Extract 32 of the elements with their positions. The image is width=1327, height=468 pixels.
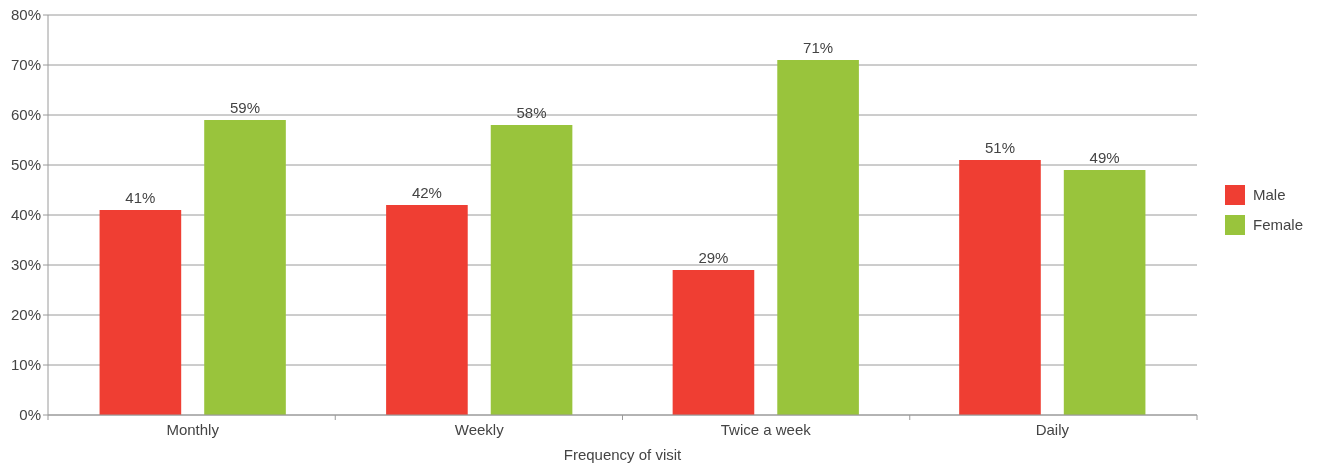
data-label: 49% xyxy=(1089,149,1120,166)
data-label: 51% xyxy=(984,139,1015,156)
data-label: 59% xyxy=(230,99,261,116)
y-tick-label: 20% xyxy=(10,306,41,324)
y-tick-label: 50% xyxy=(10,156,41,174)
x-axis-title: Frequency of visit xyxy=(563,446,683,463)
y-tick-label: 80% xyxy=(10,6,41,24)
data-label: 41% xyxy=(125,189,156,206)
y-tick-label: 30% xyxy=(10,256,41,274)
x-tick-label: Monthly xyxy=(166,421,220,438)
x-tick-label: Weekly xyxy=(454,421,505,438)
data-label: 29% xyxy=(698,249,729,266)
data-label: 42% xyxy=(411,184,442,201)
x-tick-label: Daily xyxy=(1035,421,1070,438)
bar xyxy=(1063,170,1146,415)
y-tick-label: 60% xyxy=(10,106,41,124)
bar xyxy=(959,160,1041,415)
x-tick-label: Twice a week xyxy=(720,421,812,438)
data-label: 71% xyxy=(803,39,834,56)
y-tick-label: 40% xyxy=(10,206,41,224)
legend-label: Male xyxy=(1253,186,1286,204)
bar xyxy=(777,60,859,415)
bar xyxy=(99,210,182,415)
bar xyxy=(204,120,286,415)
bar xyxy=(490,125,573,415)
y-tick-label: 70% xyxy=(10,56,41,74)
bar xyxy=(386,205,468,415)
legend-label: Female xyxy=(1253,216,1304,234)
data-label: 58% xyxy=(516,104,547,121)
y-tick-label: 0% xyxy=(19,406,41,424)
bar xyxy=(672,270,755,415)
y-tick-label: 10% xyxy=(10,356,41,374)
